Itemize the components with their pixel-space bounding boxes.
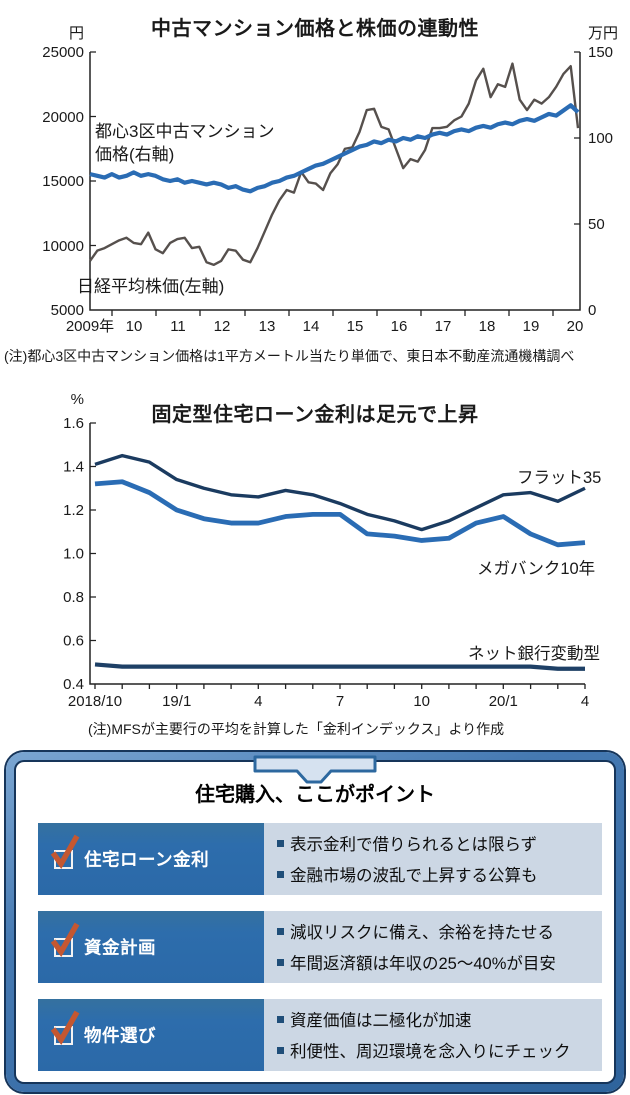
chart1-ytick-left: 25000 xyxy=(42,44,84,61)
chart1-mansion-series-label: 価格(右軸) xyxy=(95,145,174,164)
row-points-box: 表示金利で借りられるとは限らず 金融市場の波乱で上昇する公算も xyxy=(264,823,602,895)
chart-mansion-stock-correlation: 円 万円 25000 20000 15000 10000 5000 150 10… xyxy=(42,25,618,335)
chart1-ytick-right: 150 xyxy=(588,44,613,61)
row-label-box: 住宅ローン金利 xyxy=(38,823,264,895)
point-line: 年間返済額は年収の25〜40%が目安 xyxy=(277,950,556,974)
chart-mortgage-rates: % 1.6 1.4 1.2 1.0 0.8 0.6 0.4 2018/10 19… xyxy=(63,391,601,710)
row-points-box: 減収リスクに備え、余裕を持たせる 年間返済額は年収の25〜40%が目安 xyxy=(264,911,602,983)
chart1-ytick-left: 15000 xyxy=(42,173,84,190)
chart2-ytick: 1.6 xyxy=(63,415,84,432)
square-bullet-icon xyxy=(277,1046,284,1054)
chart1-series-lines xyxy=(89,62,580,267)
chart1-xtick: 13 xyxy=(259,318,276,335)
red-checkmark-icon xyxy=(50,1010,80,1046)
row-label: 住宅ローン金利 xyxy=(84,849,210,870)
point-line: 減収リスクに備え、余裕を持たせる xyxy=(277,919,554,943)
chart2-ytick: 1.2 xyxy=(63,502,84,519)
chart1-xtick: 16 xyxy=(391,318,408,335)
chart1-ytick-left: 20000 xyxy=(42,109,84,126)
square-bullet-icon xyxy=(277,1015,284,1023)
square-bullet-icon xyxy=(277,839,284,847)
square-bullet-icon xyxy=(277,958,284,966)
point-text: 表示金利で借りられるとは限らず xyxy=(290,836,538,854)
red-checkmark-icon xyxy=(50,834,80,870)
square-bullet-icon xyxy=(277,870,284,878)
chart2-tick-marks xyxy=(90,422,586,689)
clipboard-clip-icon xyxy=(253,755,377,784)
row-label: 資金計画 xyxy=(84,937,156,958)
chart1-title: 中古マンション価格と株価の連動性 xyxy=(151,18,479,40)
chart1-nikkei-series-label: 日経平均株価(左軸) xyxy=(77,277,224,296)
chart2-xtick: 4 xyxy=(254,693,262,710)
chart1-ytick-right: 50 xyxy=(588,216,605,233)
row-label-box: 資金計画 xyxy=(38,911,264,983)
point-text: 減収リスクに備え、余裕を持たせる xyxy=(290,924,554,942)
chart2-ytick: 1.0 xyxy=(63,546,84,563)
point-text: 年間返済額は年収の25〜40%が目安 xyxy=(290,955,556,973)
row-label: 物件選び xyxy=(84,1025,156,1046)
chart2-xtick: 4 xyxy=(581,693,589,710)
chart1-ytick-left: 10000 xyxy=(42,238,84,255)
chart2-series-lines xyxy=(94,453,586,671)
point-line: 資産価値は二極化が加速 xyxy=(277,1007,472,1031)
chart2-ytick: 0.4 xyxy=(63,676,84,693)
chart1-xtick: 20 xyxy=(567,318,584,335)
panel-title: 住宅購入、ここがポイント xyxy=(195,784,435,806)
chart2-ytick: 1.4 xyxy=(63,459,84,476)
chart2-ytick: 0.6 xyxy=(63,633,84,650)
chart1-xtick: 18 xyxy=(479,318,496,335)
chart1-left-unit: 円 xyxy=(69,25,84,42)
chart1-right-unit: 万円 xyxy=(588,25,618,42)
chart2-netbank-label: ネット銀行変動型 xyxy=(468,644,600,663)
red-checkmark-icon xyxy=(50,922,80,958)
point-text: 資産価値は二極化が加速 xyxy=(290,1012,472,1030)
chart2-ytick: 0.8 xyxy=(63,589,84,606)
chart1-xtick: 11 xyxy=(170,318,186,335)
chart1-xtick: 10 xyxy=(126,318,143,335)
point-row-property-choice: 物件選び 資産価値は二極化が加速 利便性、周辺環境を念入りにチェック xyxy=(38,999,602,1071)
point-row-loan-rate: 住宅ローン金利 表示金利で借りられるとは限らず 金融市場の波乱で上昇する公算も xyxy=(38,823,602,895)
row-points-box: 資産価値は二極化が加速 利便性、周辺環境を念入りにチェック xyxy=(264,999,602,1071)
chart2-y-unit: % xyxy=(71,391,84,408)
chart1-xtick: 14 xyxy=(303,318,320,335)
row-label-box: 物件選び xyxy=(38,999,264,1071)
chart2-xtick: 19/1 xyxy=(162,693,191,710)
chart1-ytick-left: 5000 xyxy=(51,302,84,319)
point-text: 金融市場の波乱で上昇する公算も xyxy=(290,867,538,885)
point-line: 利便性、周辺環境を念入りにチェック xyxy=(277,1038,571,1062)
chart1-xtick: 2009年 xyxy=(66,318,114,335)
chart1-xtick: 15 xyxy=(347,318,364,335)
chart1-tick-marks xyxy=(90,51,580,316)
chart2-megabank-label: メガバンク10年 xyxy=(477,559,595,578)
chart1-ytick-right: 0 xyxy=(588,302,596,319)
chart2-title: 固定型住宅ローン金利は足元で上昇 xyxy=(151,404,479,426)
chart1-xtick: 12 xyxy=(214,318,231,335)
chart2-xtick: 10 xyxy=(413,693,430,710)
chart2-xtick: 2018/10 xyxy=(68,693,122,710)
chart2-note: (注)MFSが主要行の平均を計算した「金利インデックス」より作成 xyxy=(88,721,505,737)
key-points-clipboard-panel: 住宅購入、ここがポイント 住宅ローン金利 表示金利で借りられるとは限らず 金融市… xyxy=(6,752,624,1092)
chart2-flat35-label: フラット35 xyxy=(517,469,601,487)
chart1-mansion-series-label: 都心3区中古マンション xyxy=(95,122,274,141)
square-bullet-icon xyxy=(277,927,284,935)
point-line: 金融市場の波乱で上昇する公算も xyxy=(277,862,538,886)
chart1-xtick: 17 xyxy=(435,318,452,335)
chart1-note: (注)都心3区中古マンション価格は1平方メートル当たり単価で、東日本不動産流通機… xyxy=(4,348,575,364)
point-row-funding-plan: 資金計画 減収リスクに備え、余裕を持たせる 年間返済額は年収の25〜40%が目安 xyxy=(38,911,602,983)
chart1-xtick: 19 xyxy=(523,318,540,335)
chart2-xtick: 7 xyxy=(336,693,344,710)
point-line: 表示金利で借りられるとは限らず xyxy=(277,831,537,855)
chart1-ytick-right: 100 xyxy=(588,130,613,147)
point-text: 利便性、周辺環境を念入りにチェック xyxy=(290,1043,571,1061)
chart2-xtick: 20/1 xyxy=(489,693,518,710)
